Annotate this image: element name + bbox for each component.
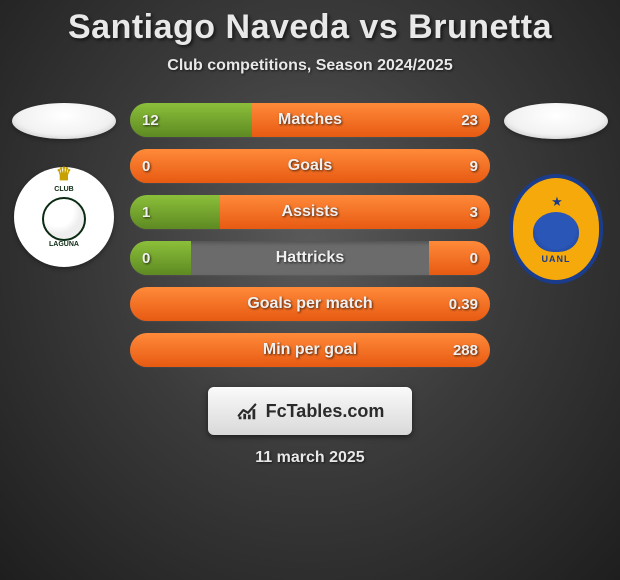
tiger-face-icon <box>533 212 579 252</box>
bar-fill-right <box>130 287 490 321</box>
player-avatar-right <box>504 103 608 139</box>
club-text-uanl: UANL <box>542 254 571 264</box>
soccer-ball-icon <box>42 197 86 241</box>
bar-fill-right <box>429 241 490 275</box>
bar-fill-right <box>130 149 490 183</box>
stat-bar: Goals09 <box>130 149 490 183</box>
player-avatar-left <box>12 103 116 139</box>
stat-bars: Matches1223 Goals09 Assists13 Hattricks00 Go… <box>124 103 496 367</box>
bar-fill-right <box>220 195 490 229</box>
left-side: ♛ CLUB LAGUNA <box>4 103 124 267</box>
bar-fill-right <box>252 103 490 137</box>
right-side: ★ UANL <box>496 103 616 291</box>
bar-fill-right <box>130 333 490 367</box>
santos-logo: ♛ CLUB LAGUNA <box>21 174 107 260</box>
club-text-bottom: LAGUNA <box>49 241 79 248</box>
page-title: Santiago Naveda vs Brunetta <box>68 8 552 47</box>
stat-bar: Hattricks00 <box>130 241 490 275</box>
crown-icon: ♛ <box>56 164 72 185</box>
source-badge: FcTables.com <box>208 387 413 435</box>
tigres-logo: ★ UANL <box>509 174 603 284</box>
chart-icon <box>236 400 258 422</box>
stat-bar: Assists13 <box>130 195 490 229</box>
comparison-body: ♛ CLUB LAGUNA Matches1223 Goals09 Assists1… <box>0 103 620 367</box>
bar-fill-left <box>130 103 252 137</box>
stat-bar: Goals per match0.39 <box>130 287 490 321</box>
subtitle: Club competitions, Season 2024/2025 <box>167 57 452 75</box>
club-text-top: CLUB <box>54 186 73 193</box>
club-badge-right: ★ UANL <box>501 167 611 291</box>
club-badge-left: ♛ CLUB LAGUNA <box>14 167 114 267</box>
source-text: FcTables.com <box>266 401 385 422</box>
bar-fill-left <box>130 241 191 275</box>
stat-bar: Min per goal288 <box>130 333 490 367</box>
comparison-card: Santiago Naveda vs Brunetta Club competi… <box>0 0 620 580</box>
stat-bar: Matches1223 <box>130 103 490 137</box>
star-icon: ★ <box>551 194 561 210</box>
date-text: 11 march 2025 <box>255 449 364 467</box>
bar-fill-left <box>130 195 220 229</box>
